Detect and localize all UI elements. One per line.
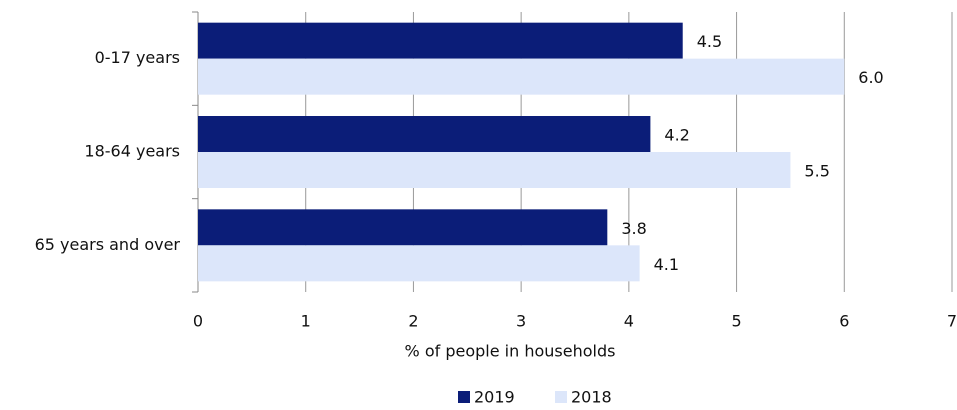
y-tick-label: 18-64 years [84,142,180,161]
data-label: 3.8 [621,219,646,238]
bar [198,245,640,282]
bar [198,58,845,95]
bar [198,152,791,188]
data-label: 4.5 [697,32,722,51]
legend-swatch [555,391,567,403]
legend-label: 2019 [474,388,515,407]
data-label: 4.1 [654,255,679,274]
data-label: 6.0 [858,68,883,87]
x-tick-label: 2 [408,312,418,331]
data-label: 5.5 [804,162,829,181]
bar [198,22,683,59]
x-tick-label: 3 [516,312,526,331]
x-tick-label: 0 [193,312,203,331]
legend-swatch [458,391,470,403]
x-tick-label: 7 [947,312,957,331]
bar [198,116,651,152]
x-tick-label: 6 [839,312,849,331]
x-tick-label: 5 [731,312,741,331]
y-tick-label: 65 years and over [35,235,181,254]
x-tick-label: 4 [624,312,634,331]
bar [198,209,608,246]
y-tick-label: 0-17 years [95,48,180,67]
legend-label: 2018 [571,388,612,407]
data-label: 4.2 [664,126,689,145]
x-axis-label: % of people in households [405,342,616,361]
x-tick-label: 1 [301,312,311,331]
